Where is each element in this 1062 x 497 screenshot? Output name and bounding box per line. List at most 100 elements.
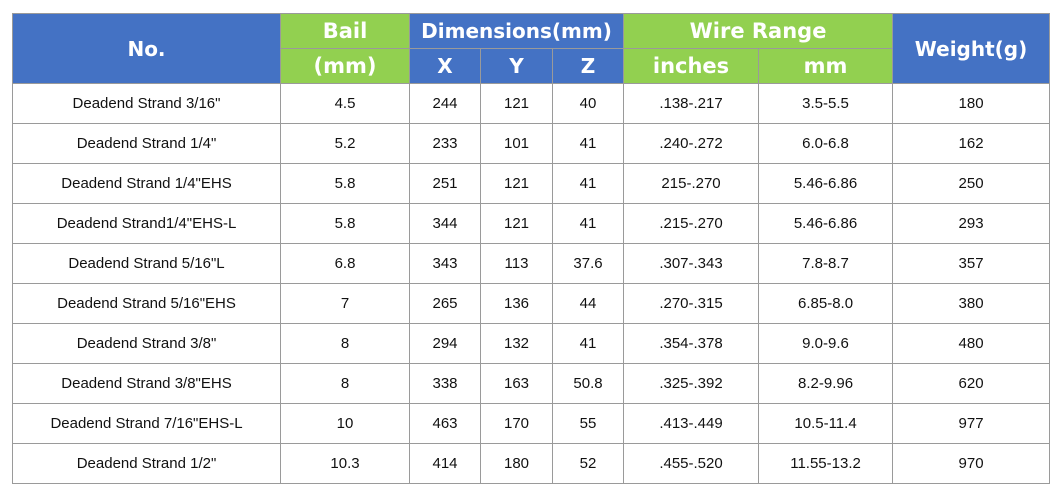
cell-y: 132: [480, 323, 553, 364]
cell-no: Deadend Strand 1/4"EHS: [12, 163, 281, 204]
spec-table: No. Bail Dimensions(mm) Wire Range Weigh…: [12, 13, 1051, 484]
cell-z: 52: [551, 443, 625, 484]
table-row: Deadend Strand 3/16" 4.5 244 121 40 .138…: [12, 83, 1051, 124]
header-bail-unit: (mm): [280, 48, 410, 84]
cell-weight: 250: [892, 163, 1051, 204]
cell-mm: 8.2-9.96: [758, 363, 894, 404]
table-row: Deadend Strand 3/8"EHS 8 338 163 50.8 .3…: [12, 363, 1051, 404]
cell-inches: .354-.378: [623, 323, 760, 364]
cell-bail: 8: [280, 323, 410, 364]
cell-bail: 6.8: [280, 243, 410, 284]
cell-weight: 970: [892, 443, 1051, 484]
header-row-bottom: (mm) X Y Z inches mm: [13, 48, 1050, 84]
cell-x: 343: [409, 243, 481, 284]
cell-no: Deadend Strand 3/8": [12, 323, 281, 364]
cell-x: 414: [409, 443, 481, 484]
cell-z: 41: [551, 203, 625, 244]
cell-no: Deadend Strand 3/16": [12, 83, 281, 124]
table-row: Deadend Strand 5/16"EHS 7 265 136 44 .27…: [12, 283, 1051, 324]
cell-mm: 9.0-9.6: [758, 323, 894, 364]
cell-y: 163: [480, 363, 553, 404]
cell-y: 170: [480, 403, 553, 444]
cell-z: 44: [551, 283, 625, 324]
cell-no: Deadend Strand 1/2": [12, 443, 281, 484]
header-z: Z: [551, 48, 625, 84]
cell-no: Deadend Strand 5/16"L: [12, 243, 281, 284]
table-row: Deadend Strand 7/16"EHS-L 10 463 170 55 …: [12, 403, 1051, 444]
cell-inches: .138-.217: [623, 83, 760, 124]
header-inches: inches: [623, 48, 760, 84]
cell-z: 41: [551, 323, 625, 364]
cell-z: 40: [551, 83, 625, 124]
cell-x: 233: [409, 123, 481, 164]
cell-inches: .240-.272: [623, 123, 760, 164]
cell-inches: 215-.270: [623, 163, 760, 204]
cell-z: 55: [551, 403, 625, 444]
cell-inches: .455-.520: [623, 443, 760, 484]
cell-weight: 977: [892, 403, 1051, 444]
cell-bail: 5.2: [280, 123, 410, 164]
cell-mm: 5.46-6.86: [758, 203, 894, 244]
header-wire-range: Wire Range: [623, 13, 894, 49]
header-dimensions: Dimensions(mm): [408, 13, 625, 49]
cell-mm: 6.85-8.0: [758, 283, 894, 324]
cell-mm: 5.46-6.86: [758, 163, 894, 204]
cell-weight: 293: [892, 203, 1051, 244]
table-row: Deadend Strand1/4"EHS-L 5.8 344 121 41 .…: [12, 203, 1051, 244]
cell-x: 251: [409, 163, 481, 204]
cell-x: 265: [409, 283, 481, 324]
header-weight: Weight(g): [892, 13, 1051, 84]
cell-z: 37.6: [551, 243, 625, 284]
cell-weight: 357: [892, 243, 1051, 284]
header-bail: Bail: [280, 13, 410, 49]
cell-no: Deadend Strand 3/8"EHS: [12, 363, 281, 404]
cell-y: 121: [480, 203, 553, 244]
table-row: Deadend Strand 1/2" 10.3 414 180 52 .455…: [12, 443, 1051, 484]
cell-x: 338: [409, 363, 481, 404]
cell-bail: 10: [280, 403, 410, 444]
table-body: Deadend Strand 3/16" 4.5 244 121 40 .138…: [12, 83, 1051, 484]
cell-weight: 480: [892, 323, 1051, 364]
cell-y: 121: [480, 163, 553, 204]
cell-z: 50.8: [551, 363, 625, 404]
cell-bail: 8: [280, 363, 410, 404]
cell-bail: 4.5: [280, 83, 410, 124]
cell-no: Deadend Strand 5/16"EHS: [12, 283, 281, 324]
header-x: X: [409, 48, 481, 84]
cell-mm: 11.55-13.2: [758, 443, 894, 484]
table-row: Deadend Strand 3/8" 8 294 132 41 .354-.3…: [12, 323, 1051, 364]
cell-mm: 7.8-8.7: [758, 243, 894, 284]
cell-bail: 7: [280, 283, 410, 324]
cell-weight: 380: [892, 283, 1051, 324]
header-mm: mm: [758, 48, 894, 84]
cell-inches: .270-.315: [623, 283, 760, 324]
cell-x: 294: [409, 323, 481, 364]
cell-x: 244: [409, 83, 481, 124]
cell-mm: 10.5-11.4: [758, 403, 894, 444]
cell-weight: 162: [892, 123, 1051, 164]
cell-z: 41: [551, 163, 625, 204]
cell-weight: 180: [892, 83, 1051, 124]
cell-no: Deadend Strand 1/4": [12, 123, 281, 164]
cell-no: Deadend Strand 7/16"EHS-L: [12, 403, 281, 444]
cell-inches: .215-.270: [623, 203, 760, 244]
cell-inches: .307-.343: [623, 243, 760, 284]
cell-bail: 5.8: [280, 203, 410, 244]
cell-weight: 620: [892, 363, 1051, 404]
table-header: No. Bail Dimensions(mm) Wire Range Weigh…: [12, 13, 1051, 84]
table-row: Deadend Strand 5/16"L 6.8 343 113 37.6 .…: [12, 243, 1051, 284]
cell-y: 136: [480, 283, 553, 324]
table-row: Deadend Strand 1/4" 5.2 233 101 41 .240-…: [12, 123, 1051, 164]
cell-x: 463: [409, 403, 481, 444]
cell-mm: 3.5-5.5: [758, 83, 894, 124]
header-y: Y: [480, 48, 553, 84]
cell-y: 101: [480, 123, 553, 164]
cell-y: 113: [480, 243, 553, 284]
header-row-top: No. Bail Dimensions(mm) Wire Range Weigh…: [12, 13, 1051, 84]
cell-y: 180: [480, 443, 553, 484]
cell-inches: .325-.392: [623, 363, 760, 404]
cell-x: 344: [409, 203, 481, 244]
cell-y: 121: [480, 83, 553, 124]
cell-bail: 5.8: [280, 163, 410, 204]
cell-bail: 10.3: [280, 443, 410, 484]
